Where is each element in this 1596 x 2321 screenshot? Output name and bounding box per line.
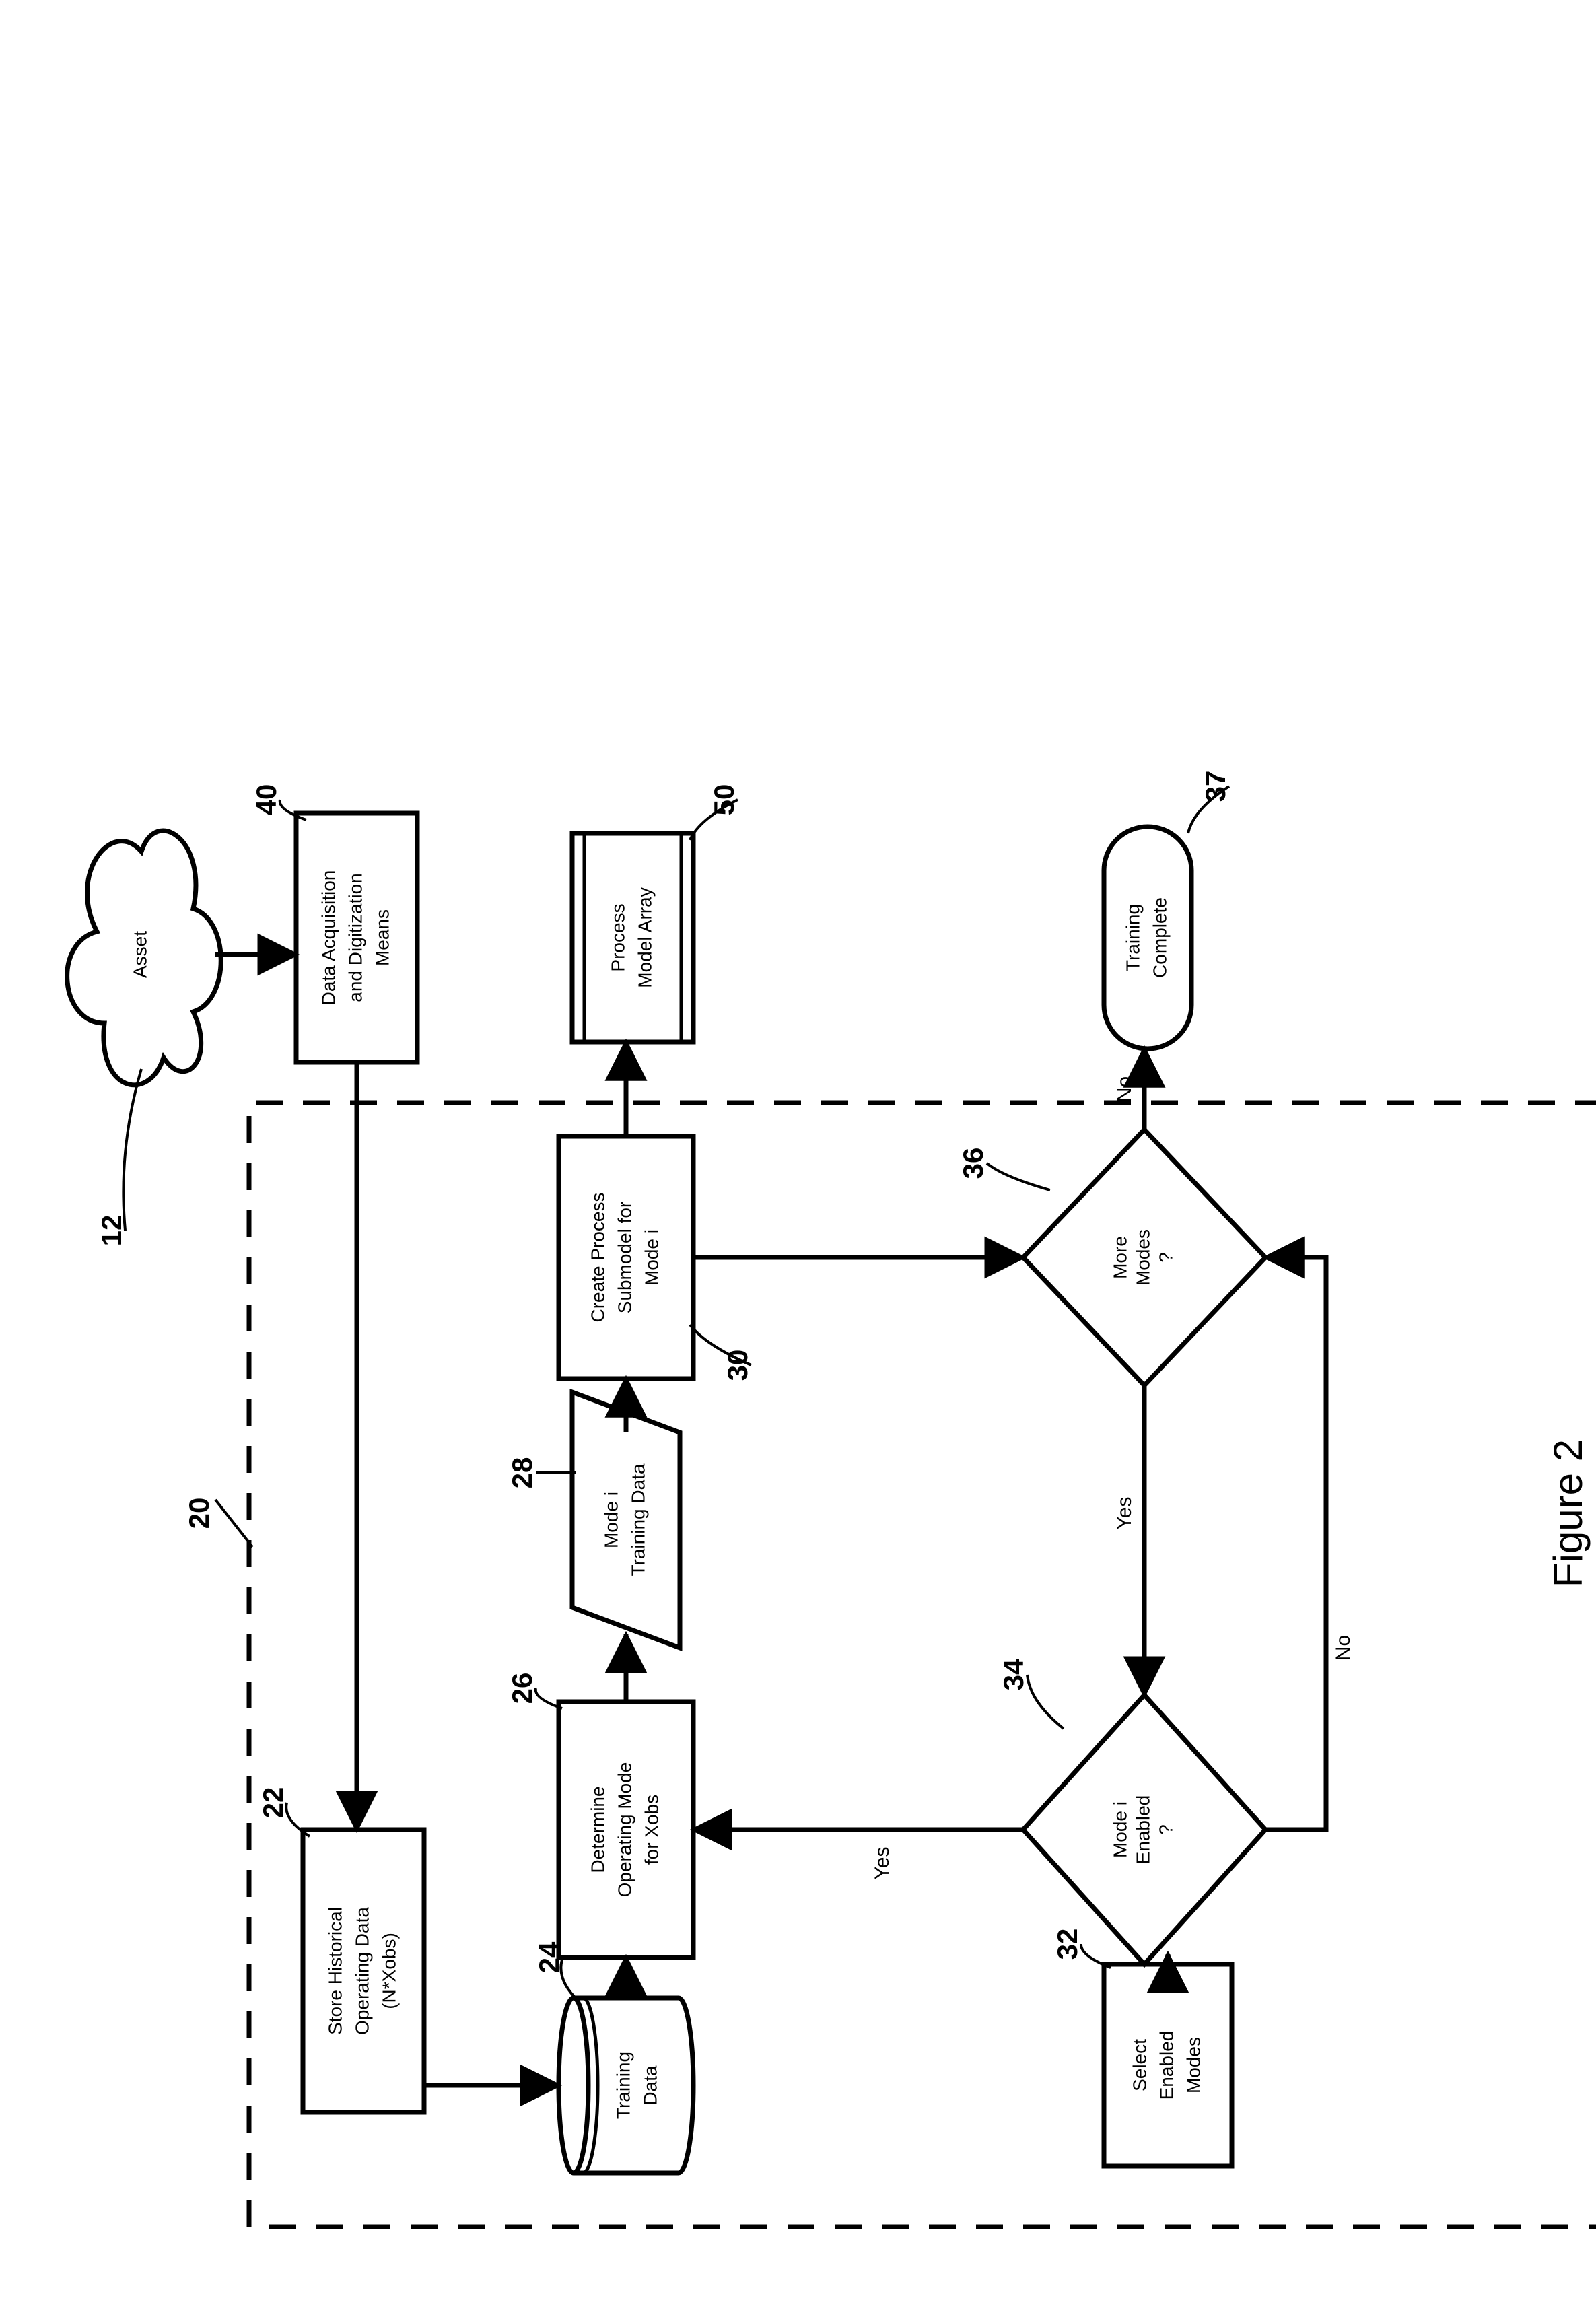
node-training_complete — [1104, 827, 1191, 1049]
svg-text:30: 30 — [722, 1350, 753, 1381]
svg-text:Complete: Complete — [1149, 897, 1170, 978]
svg-text:Training: Training — [613, 2052, 633, 2119]
svg-text:Data: Data — [639, 2065, 660, 2106]
svg-text:Yes: Yes — [871, 1847, 893, 1880]
svg-text:22: 22 — [257, 1787, 289, 1819]
svg-text:for Xobs: for Xobs — [641, 1795, 662, 1865]
svg-text:Modes: Modes — [1183, 2037, 1204, 2093]
svg-text:50: 50 — [708, 784, 740, 816]
svg-text:Training Data: Training Data — [627, 1463, 648, 1576]
svg-text:34: 34 — [998, 1659, 1029, 1690]
svg-text:Submodel for: Submodel for — [614, 1202, 635, 1314]
flowchart-diagram: Training Procedure20Asset12Data Acquisit… — [0, 0, 1596, 2321]
svg-text:40: 40 — [250, 784, 282, 816]
svg-text:12: 12 — [96, 1215, 127, 1247]
svg-text:More: More — [1109, 1236, 1130, 1279]
svg-text:Select: Select — [1129, 2039, 1150, 2091]
svg-text:Determine: Determine — [587, 1786, 608, 1873]
svg-text:Mode i: Mode i — [1109, 1801, 1130, 1858]
svg-text:Process: Process — [607, 903, 628, 971]
svg-text:Model Array: Model Array — [634, 887, 655, 988]
svg-text:Operating Mode: Operating Mode — [614, 1762, 635, 1898]
svg-text:28: 28 — [506, 1457, 538, 1489]
svg-text:36: 36 — [957, 1148, 989, 1179]
edge — [1265, 1257, 1326, 1830]
svg-text:20: 20 — [183, 1498, 215, 1529]
svg-text:Asset: Asset — [129, 931, 150, 978]
svg-text:Means: Means — [372, 909, 392, 966]
svg-text:No: No — [1332, 1635, 1354, 1661]
figure-label: Figure 2 — [1546, 1439, 1591, 1587]
svg-text:Yes: Yes — [1113, 1497, 1136, 1530]
svg-text:Enabled: Enabled — [1132, 1795, 1153, 1865]
svg-text:?: ? — [1155, 1824, 1176, 1835]
node-model_array — [572, 833, 693, 1042]
svg-text:?: ? — [1155, 1252, 1176, 1263]
svg-text:Data Acquisition: Data Acquisition — [318, 870, 339, 1006]
svg-text:Mode i: Mode i — [600, 1492, 621, 1548]
svg-text:Operating Data: Operating Data — [351, 1907, 372, 2035]
svg-text:26: 26 — [506, 1673, 538, 1704]
svg-text:Create Process: Create Process — [587, 1193, 608, 1323]
svg-text:No: No — [1113, 1076, 1136, 1102]
svg-text:37: 37 — [1200, 771, 1231, 802]
svg-text:Enabled: Enabled — [1156, 2031, 1177, 2100]
svg-text:Store Historical: Store Historical — [324, 1907, 345, 2035]
svg-text:Mode i: Mode i — [641, 1229, 662, 1286]
svg-text:Modes: Modes — [1132, 1229, 1153, 1286]
svg-text:(N*Xobs): (N*Xobs) — [378, 1933, 399, 2009]
svg-text:and Digitization: and Digitization — [345, 873, 366, 1002]
svg-text:Training: Training — [1122, 904, 1143, 971]
svg-text:32: 32 — [1051, 1929, 1083, 1960]
